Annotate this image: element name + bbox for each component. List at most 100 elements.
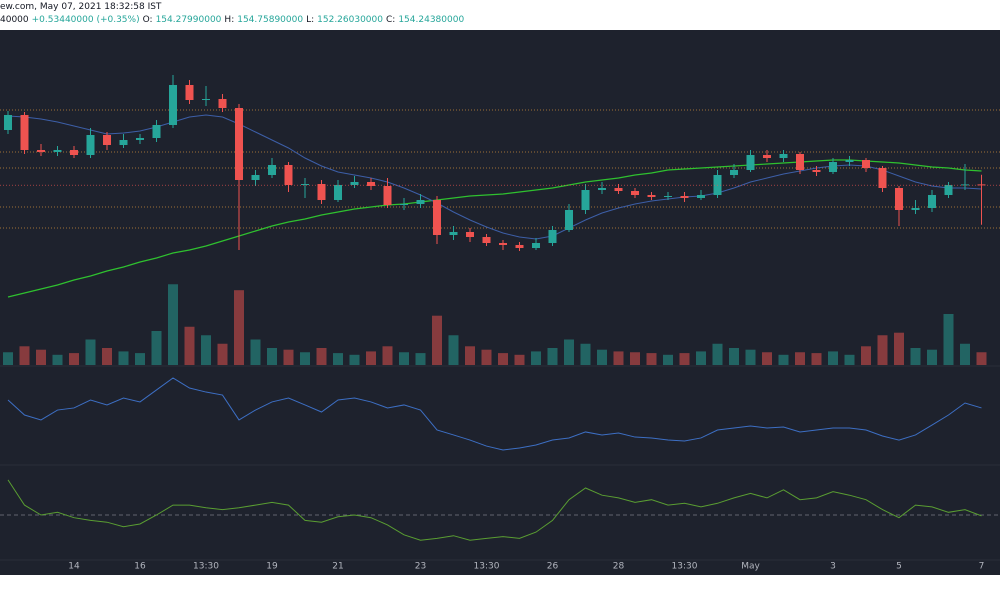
- candle-body: [235, 108, 243, 180]
- volume-bar: [448, 335, 459, 365]
- volume-bar: [943, 314, 954, 365]
- volume-bar: [811, 353, 822, 365]
- candle-body: [647, 195, 656, 197]
- volume-bar: [382, 346, 393, 365]
- volume-bar: [531, 351, 541, 365]
- candle-body: [400, 204, 408, 205]
- volume-bar: [613, 351, 624, 365]
- candle-body: [185, 85, 194, 100]
- candle-body: [119, 140, 128, 145]
- chart-background: [0, 30, 1000, 575]
- volume-bar: [663, 354, 673, 365]
- candle-body: [103, 135, 111, 145]
- candle-body: [928, 195, 936, 208]
- x-tick-label: 19: [266, 562, 278, 572]
- volume-bar: [778, 354, 789, 365]
- x-tick-label: 14: [68, 562, 80, 572]
- volume-bar: [201, 335, 211, 365]
- volume-bar: [498, 353, 508, 365]
- volume-bar: [399, 352, 409, 365]
- candle-body: [961, 184, 969, 186]
- candle-body: [581, 190, 590, 210]
- candle-body: [680, 196, 689, 198]
- candle-body: [730, 170, 738, 175]
- volume-bar: [745, 349, 756, 365]
- candle-body: [812, 170, 821, 172]
- candle-body: [515, 245, 524, 248]
- volume-bar: [712, 343, 723, 365]
- volume-bar: [910, 348, 921, 365]
- candle-body: [169, 85, 177, 125]
- volume-bar: [217, 343, 228, 365]
- volume-bar: [234, 290, 244, 365]
- volume-bar: [3, 352, 13, 365]
- x-tick-label: 13:30: [474, 562, 500, 572]
- candle-body: [86, 135, 95, 155]
- ohlc-value: 152.26030000: [317, 15, 383, 25]
- volume-bar: [283, 349, 294, 365]
- candle-body: [598, 188, 606, 190]
- candle-body: [532, 243, 540, 248]
- candle-body: [334, 185, 342, 200]
- volume-bar: [300, 352, 310, 365]
- volume-bar: [151, 331, 162, 365]
- ohlc-value: 154.24380000: [398, 15, 465, 25]
- volume-bar: [976, 352, 987, 365]
- candle-body: [317, 184, 326, 200]
- volume-bar: [366, 351, 376, 365]
- candle-body: [433, 200, 441, 235]
- candle-body: [416, 200, 425, 204]
- x-tick-label: 28: [613, 562, 625, 572]
- candle-body: [499, 243, 507, 245]
- x-tick-label: 23: [415, 562, 426, 572]
- volume-bar: [564, 339, 574, 365]
- ohlc-label: O:: [142, 15, 153, 25]
- candle-body: [763, 155, 771, 158]
- volume-bar: [118, 351, 129, 365]
- volume-bar: [597, 349, 607, 365]
- candle-body: [796, 154, 804, 170]
- candle-body: [697, 195, 705, 198]
- candle-body: [301, 184, 309, 185]
- candle-body: [466, 232, 474, 237]
- volume-bar: [877, 335, 888, 365]
- candle-body: [878, 168, 887, 188]
- candle-body: [449, 232, 458, 235]
- candle-body: [895, 188, 903, 210]
- volume-bar: [415, 353, 426, 365]
- candle-body: [631, 191, 639, 195]
- volume-bar: [333, 353, 343, 365]
- x-tick-label: 3: [830, 562, 836, 572]
- candle-body: [548, 230, 557, 243]
- ohlc-value: 154.75890000: [237, 15, 304, 25]
- x-tick-label: May: [741, 562, 760, 572]
- volume-bar: [828, 351, 838, 365]
- volume-bar: [69, 353, 79, 365]
- volume-bar: [184, 326, 195, 365]
- volume-bar: [679, 353, 690, 365]
- volume-bar: [514, 354, 525, 365]
- candle-body: [664, 196, 672, 197]
- candle-body: [746, 155, 755, 170]
- x-tick-label: 21: [332, 562, 343, 572]
- candle-body: [944, 185, 953, 195]
- ohlc-label: H:: [224, 15, 235, 25]
- volume-bar: [861, 346, 871, 365]
- candle-body: [845, 160, 854, 162]
- candle-body: [268, 165, 276, 175]
- volume-bar: [894, 332, 904, 365]
- x-tick-label: 5: [896, 562, 902, 572]
- candle-body: [152, 125, 161, 138]
- x-tick-label: 26: [547, 562, 559, 572]
- volume-bar: [85, 339, 96, 365]
- volume-bar: [580, 343, 591, 365]
- ohlc-label: L:: [306, 15, 315, 25]
- candle-body: [350, 182, 359, 185]
- candle-body: [862, 160, 870, 168]
- candle-body: [136, 138, 144, 140]
- volume-bar: [547, 348, 558, 365]
- volume-bar: [646, 353, 657, 365]
- volume-bar: [36, 349, 46, 365]
- candle-body: [218, 99, 227, 108]
